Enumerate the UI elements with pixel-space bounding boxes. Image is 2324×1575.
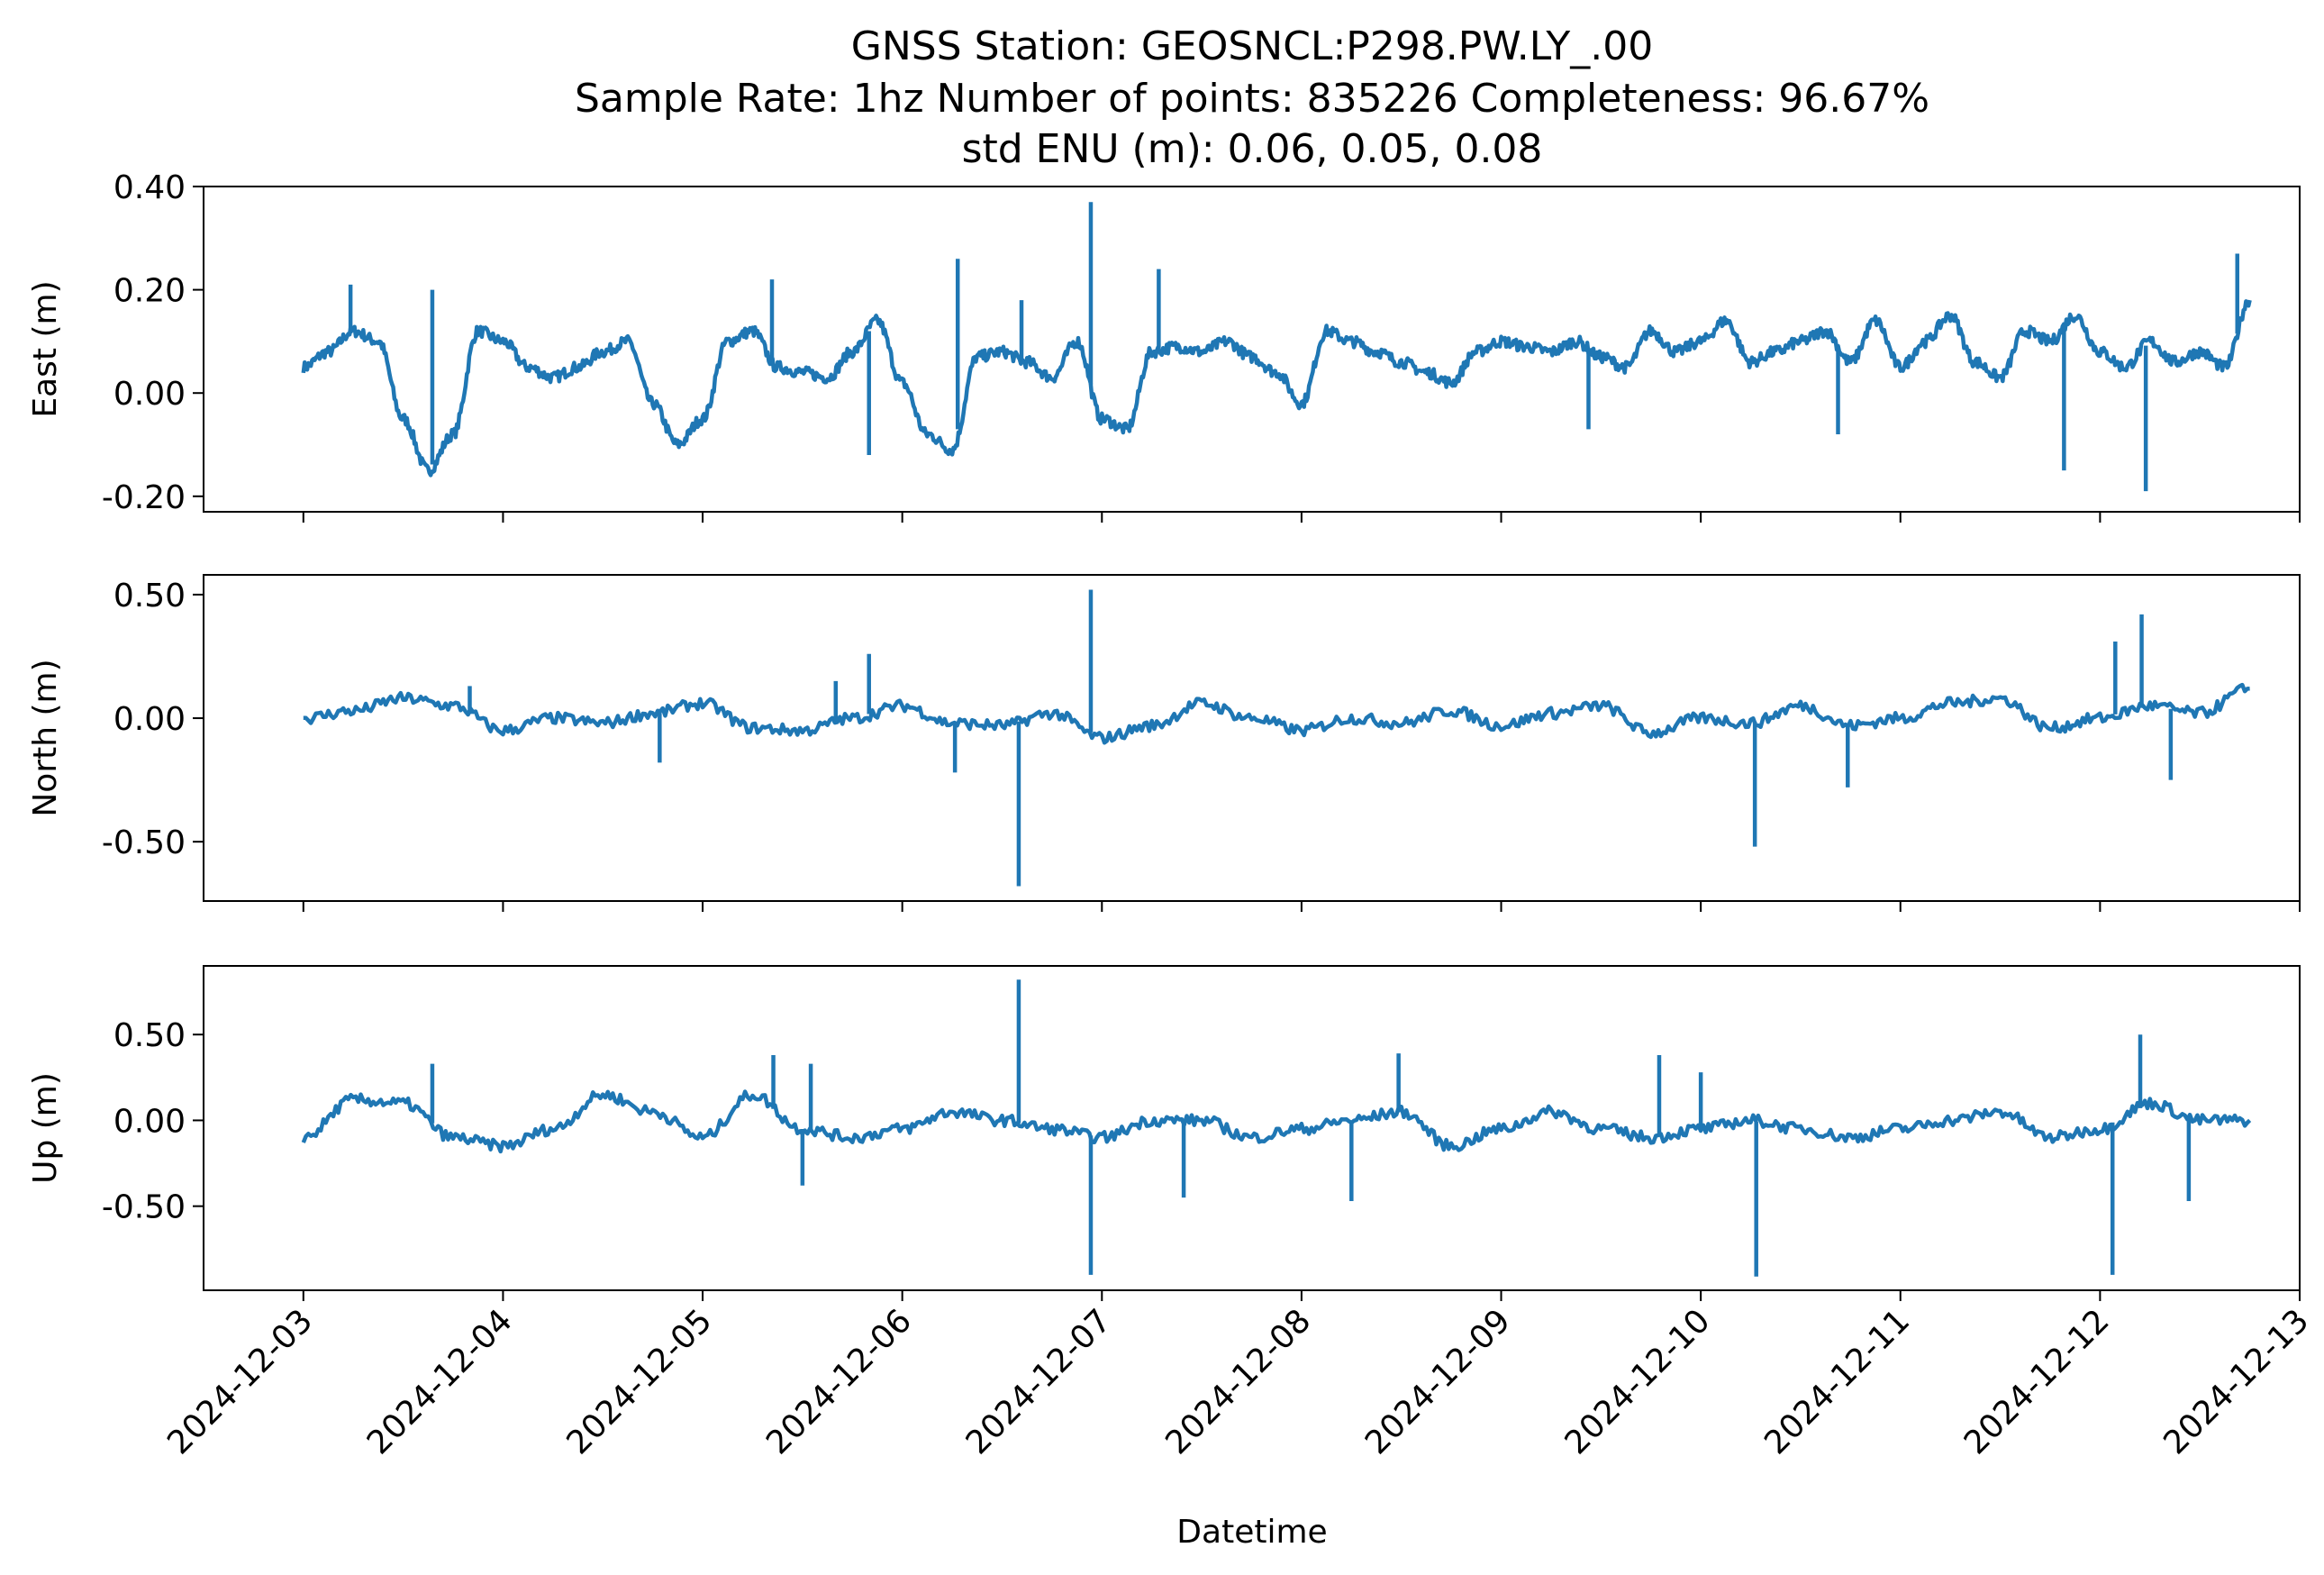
x-tick-label: 2024-12-11	[1757, 1302, 1917, 1461]
y-axis-label: Up (m)	[27, 1072, 64, 1184]
y-tick-label: -0.20	[102, 479, 186, 516]
y-tick-label: -0.50	[102, 1189, 186, 1226]
y-tick-label: 0.40	[113, 169, 186, 206]
x-tick-label: 2024-12-03	[160, 1302, 320, 1461]
y-tick-label: 0.50	[113, 578, 186, 615]
x-tick-label: 2024-12-12	[1957, 1302, 2117, 1461]
y-tick-label: 0.00	[113, 701, 186, 738]
x-tick-label: 2024-12-08	[1158, 1302, 1318, 1461]
title-line-sample-rate: Sample Rate: 1hz Number of points: 83522…	[575, 76, 1929, 122]
x-tick-label: 2024-12-13	[2156, 1302, 2316, 1461]
chart-title: GNSS Station: GEOSNCL:P298.PW.LY_.00 Sam…	[575, 23, 1929, 172]
x-tick-label: 2024-12-09	[1358, 1302, 1518, 1461]
axes-frame	[203, 965, 2301, 1291]
y-tick-label: 0.50	[113, 1017, 186, 1054]
title-line-station: GNSS Station: GEOSNCL:P298.PW.LY_.00	[851, 23, 1654, 69]
y-tick-label: 0.20	[113, 273, 186, 310]
y-tick-label: -0.50	[102, 824, 186, 861]
series-line	[301, 299, 2252, 478]
x-axis-label: Datetime	[1176, 1514, 1327, 1551]
series-line	[301, 1089, 2252, 1154]
y-tick-label: 0.00	[113, 1103, 186, 1140]
axes-frame	[203, 574, 2301, 902]
east-panel: 0.40 0.20 0.00 -0.20 East (m)	[27, 169, 2301, 523]
x-tick-label: 2024-12-05	[559, 1302, 719, 1461]
x-tick-label: 2024-12-10	[1558, 1302, 1718, 1461]
north-panel: 0.50 0.00 -0.50 North (m)	[27, 574, 2301, 912]
x-tick-label: 2024-12-04	[360, 1302, 520, 1461]
x-axis: 2024-12-03 2024-12-04 2024-12-05 2024-12-06…	[160, 1302, 2316, 1461]
x-tick-label: 2024-12-06	[759, 1302, 919, 1461]
series-line	[303, 682, 2250, 745]
y-tick-label: 0.00	[113, 376, 186, 413]
title-line-std-enu: std ENU (m): 0.06, 0.05, 0.08	[962, 126, 1543, 172]
x-tick-label: 2024-12-07	[959, 1302, 1119, 1461]
y-axis-label: North (m)	[27, 659, 64, 816]
y-axis-label: East (m)	[27, 280, 64, 417]
up-panel: 0.50 0.00 -0.50 Up (m)	[27, 965, 2301, 1301]
axes-frame	[203, 186, 2301, 513]
